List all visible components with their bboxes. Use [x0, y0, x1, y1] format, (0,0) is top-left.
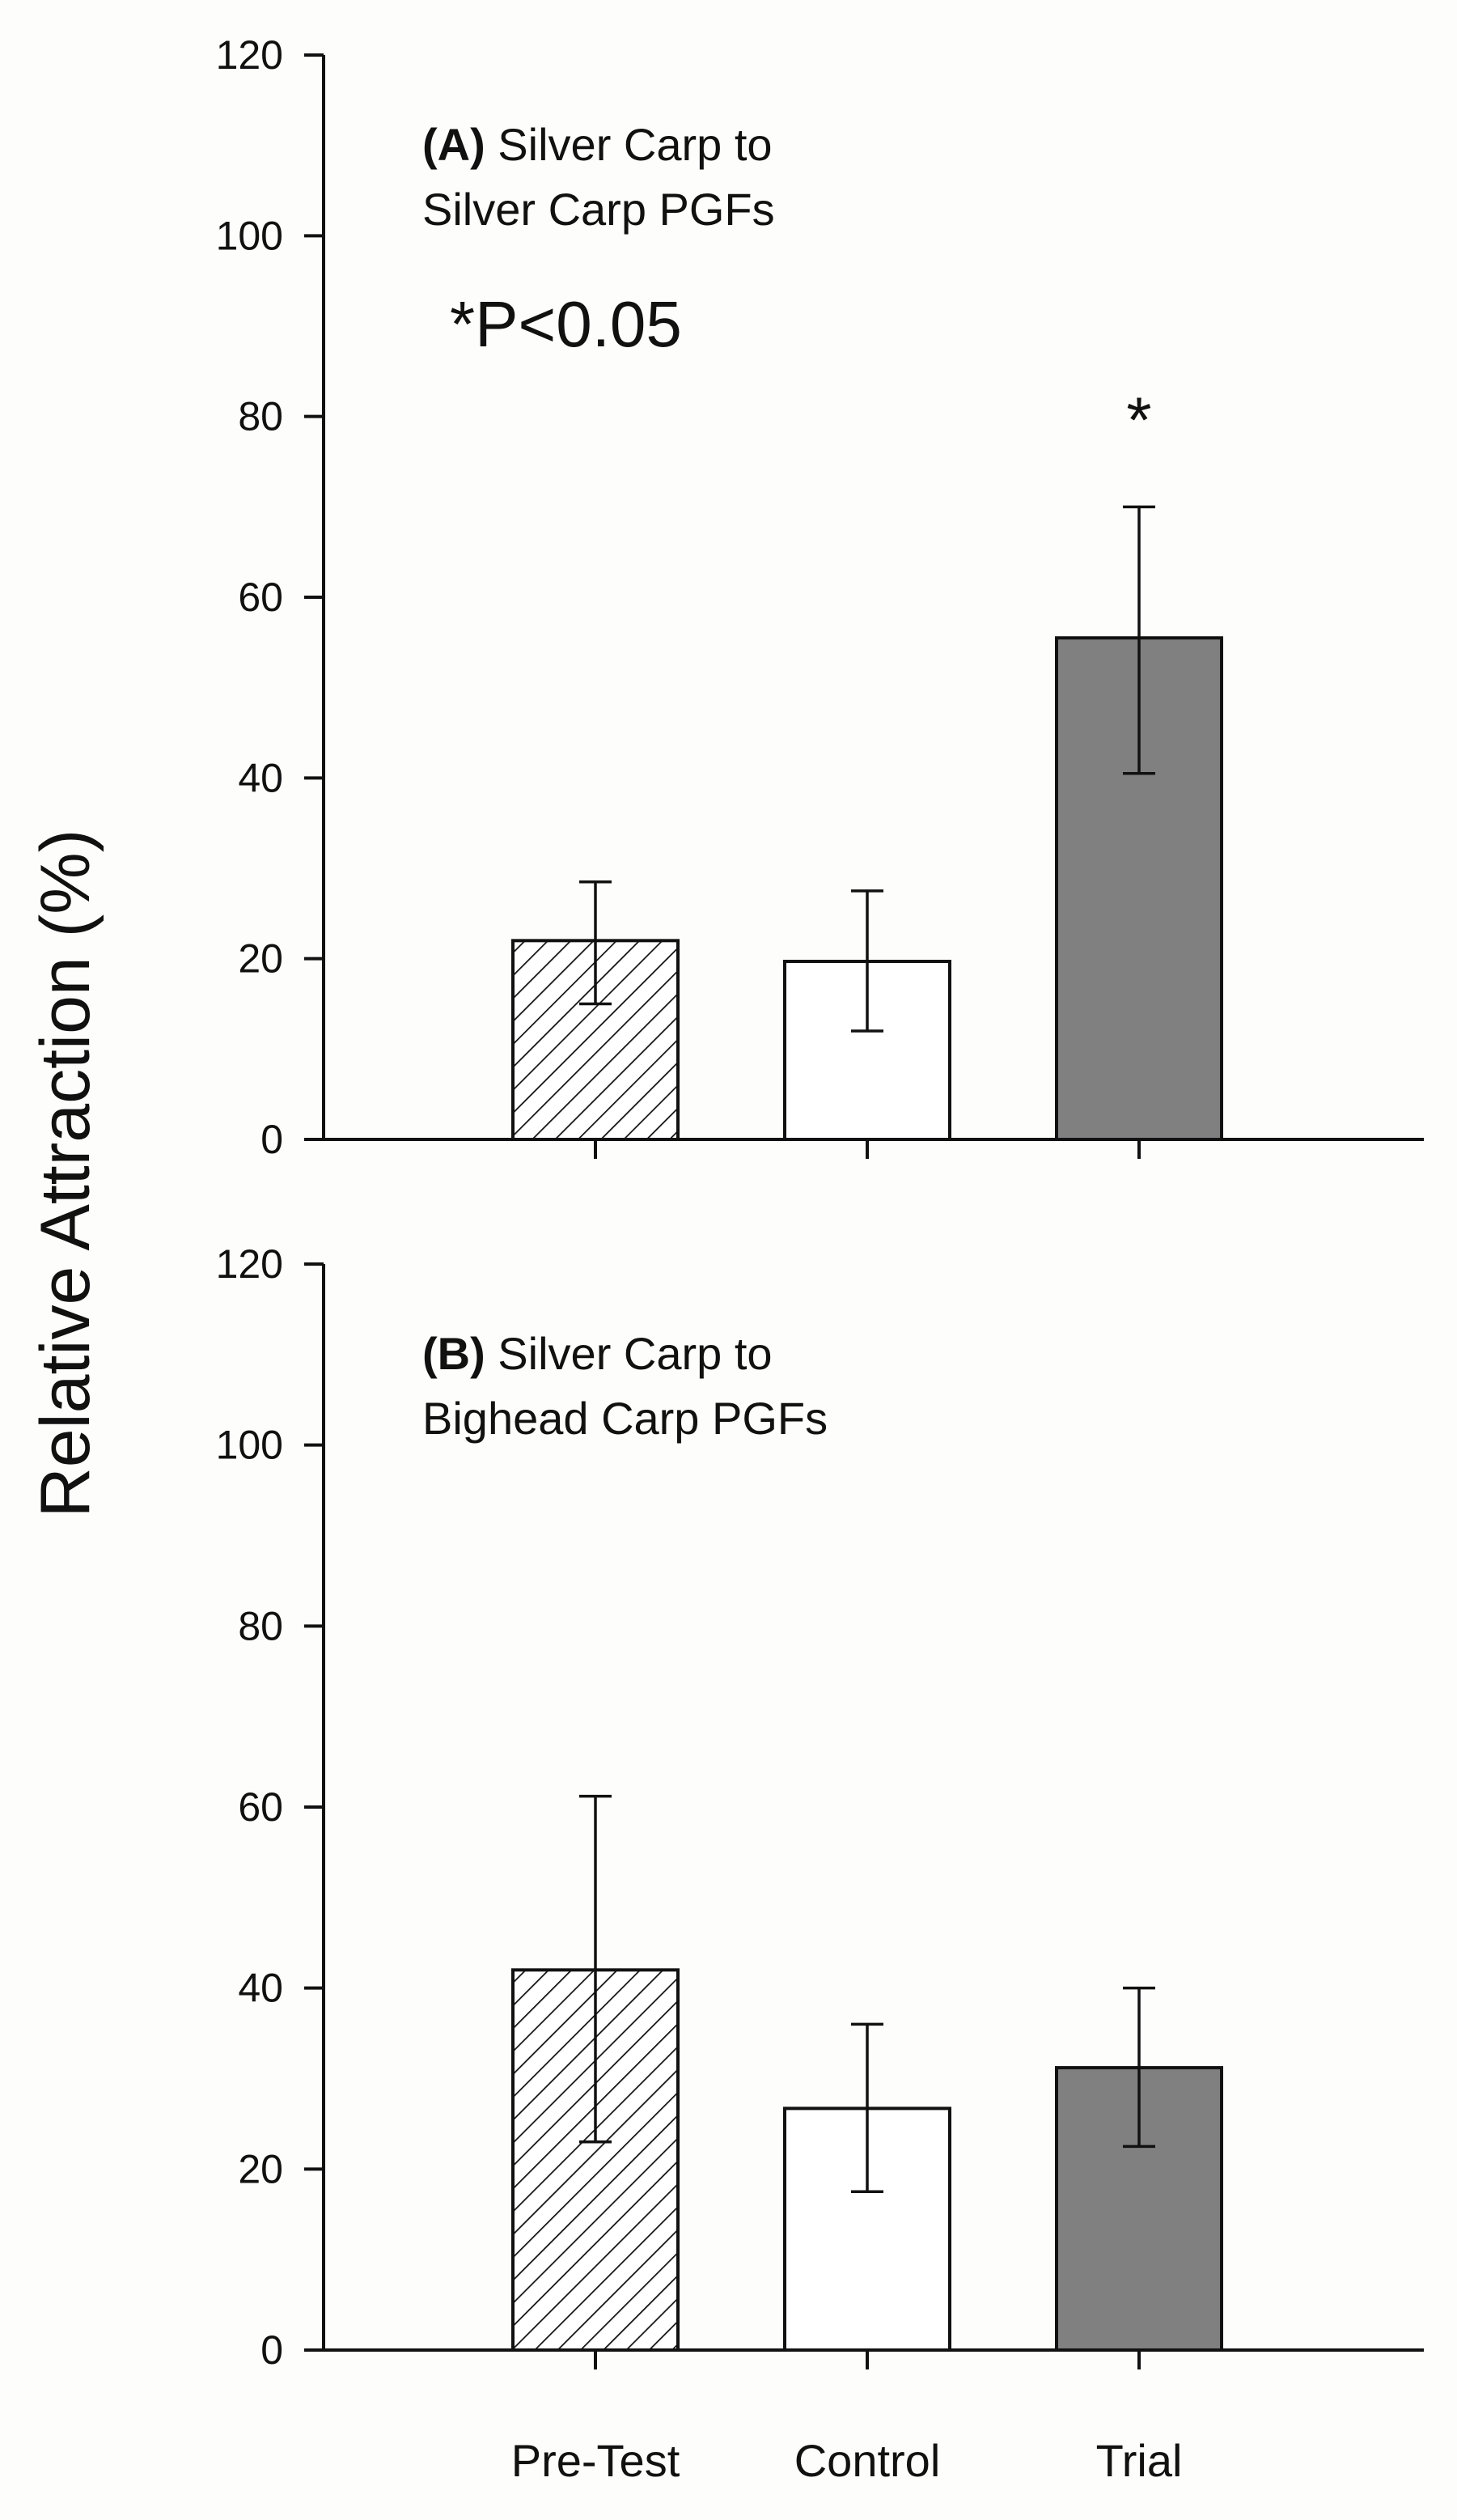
y-tick-label-b: 20 [238, 2146, 283, 2191]
significance-marker-a: * [1126, 384, 1151, 456]
y-tick-label-b: 60 [238, 1784, 283, 1830]
panel-a: 0 20 40 60 80 100 120 * (A) Silver Carp to Silver… [216, 32, 1424, 1162]
y-axis-title: Relative Attraction (%) [27, 829, 104, 1518]
panel-b: 0 20 40 60 80 100 120 (B) Silver Carp to Bighead… [216, 1241, 1424, 2373]
category-label-trial: Trial [1096, 2435, 1183, 2486]
category-labels: Pre-Test Control Trial [511, 2435, 1183, 2486]
y-tick-label-a: 20 [238, 936, 283, 982]
y-tick-label-b: 0 [260, 2327, 283, 2373]
y-tick-label-a: 0 [260, 1117, 283, 1162]
y-tick-label-b: 120 [216, 1241, 283, 1287]
y-tick-label-b: 100 [216, 1423, 283, 1468]
y-tick-label-a: 40 [238, 755, 283, 800]
y-tick-label-b: 80 [238, 1603, 283, 1648]
y-tick-label-a: 80 [238, 394, 283, 439]
panel-label-a: (A) Silver Carp to [422, 119, 773, 170]
panel-label-line2-b: Bighead Carp PGFs [422, 1393, 828, 1444]
panel-label-line2-a: Silver Carp PGFs [422, 184, 775, 235]
y-tick-label-a: 120 [216, 32, 283, 78]
y-tick-label-a: 60 [238, 575, 283, 620]
significance-note: *P<0.05 [450, 288, 682, 360]
panel-label-b: (B) Silver Carp to [422, 1328, 773, 1379]
y-tick-label-b: 40 [238, 1966, 283, 2011]
y-tick-label-a: 100 [216, 213, 283, 258]
category-label-control: Control [794, 2435, 941, 2486]
category-label-pre-test: Pre-Test [511, 2435, 680, 2486]
